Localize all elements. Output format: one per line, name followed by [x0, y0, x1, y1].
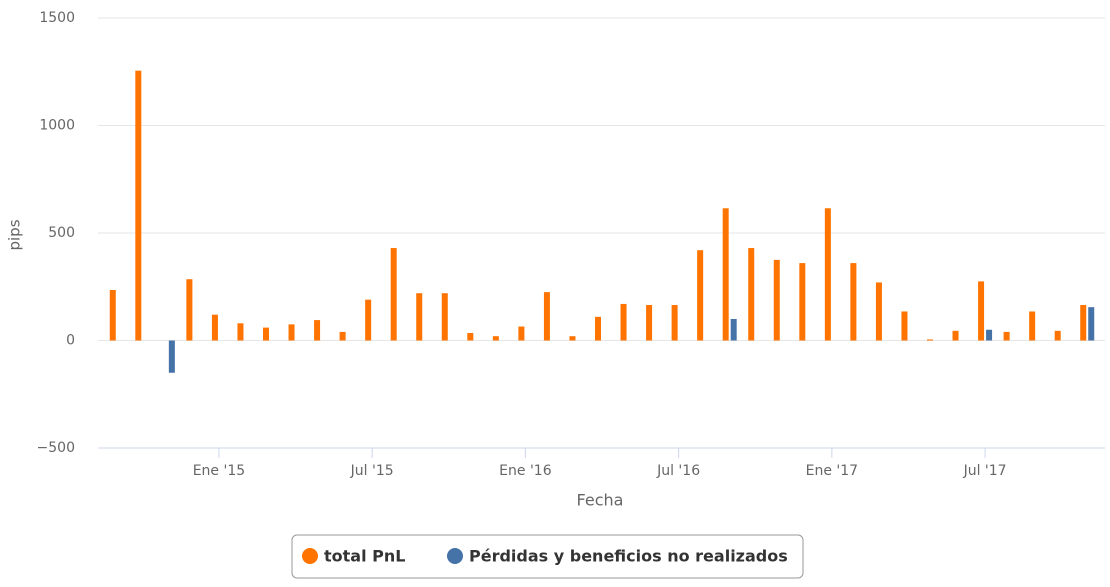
- bar: [1029, 311, 1036, 341]
- bar: [697, 250, 704, 341]
- bar: [1003, 331, 1010, 341]
- bar: [722, 208, 729, 341]
- legend-marker[interactable]: [447, 548, 463, 564]
- bar: [901, 311, 908, 341]
- bar: [730, 319, 737, 341]
- bar: [186, 279, 193, 341]
- bar: [824, 208, 831, 341]
- bar: [492, 336, 499, 341]
- bar: [135, 70, 142, 341]
- bar: [875, 282, 882, 341]
- bar: [168, 340, 175, 373]
- bar: [314, 320, 321, 341]
- y-tick-label: 1500: [39, 10, 75, 26]
- bar: [339, 331, 346, 341]
- bar: [986, 329, 993, 341]
- bar: [978, 281, 985, 341]
- x-tick-label: Jul '16: [656, 463, 700, 479]
- y-tick-label: −500: [37, 440, 75, 456]
- y-tick-label: 500: [48, 225, 75, 241]
- bar: [416, 293, 423, 341]
- bar: [518, 326, 525, 341]
- bar: [646, 305, 653, 341]
- bar: [109, 289, 116, 341]
- x-tick-label: Jul '17: [963, 463, 1007, 479]
- bar: [799, 263, 806, 341]
- y-tick-label: 1000: [39, 118, 75, 134]
- legend-box: [291, 534, 804, 579]
- bar: [595, 316, 601, 341]
- y-tick-label: 0: [66, 333, 75, 349]
- bar: [1054, 330, 1061, 341]
- bar: [390, 248, 397, 341]
- legend-marker[interactable]: [302, 548, 318, 564]
- bar: [748, 248, 755, 341]
- x-tick-label: Ene '15: [193, 463, 245, 479]
- bar: [569, 336, 576, 341]
- bar: [620, 303, 627, 341]
- legend-label[interactable]: Pérdidas y beneficios no realizados: [469, 547, 788, 566]
- bar: [850, 263, 857, 341]
- bar: [927, 339, 933, 341]
- bar: [543, 292, 550, 341]
- y-axis-label: pips: [6, 219, 24, 250]
- bar: [1088, 307, 1095, 341]
- bar: [441, 293, 448, 341]
- bar: [288, 324, 295, 341]
- bar: [1080, 305, 1087, 341]
- x-axis-label: Fecha: [577, 491, 624, 510]
- x-tick-label: Jul '15: [350, 463, 394, 479]
- bar: [263, 327, 269, 341]
- bar: [952, 330, 959, 341]
- bar: [467, 332, 474, 341]
- bar: [773, 259, 780, 341]
- bar: [365, 299, 372, 341]
- x-tick-label: Ene '16: [499, 463, 552, 479]
- bar: [211, 314, 218, 341]
- bar: [671, 305, 678, 341]
- legend-label[interactable]: total PnL: [324, 547, 405, 566]
- bar: [237, 323, 244, 341]
- x-tick-label: Ene '17: [806, 463, 858, 479]
